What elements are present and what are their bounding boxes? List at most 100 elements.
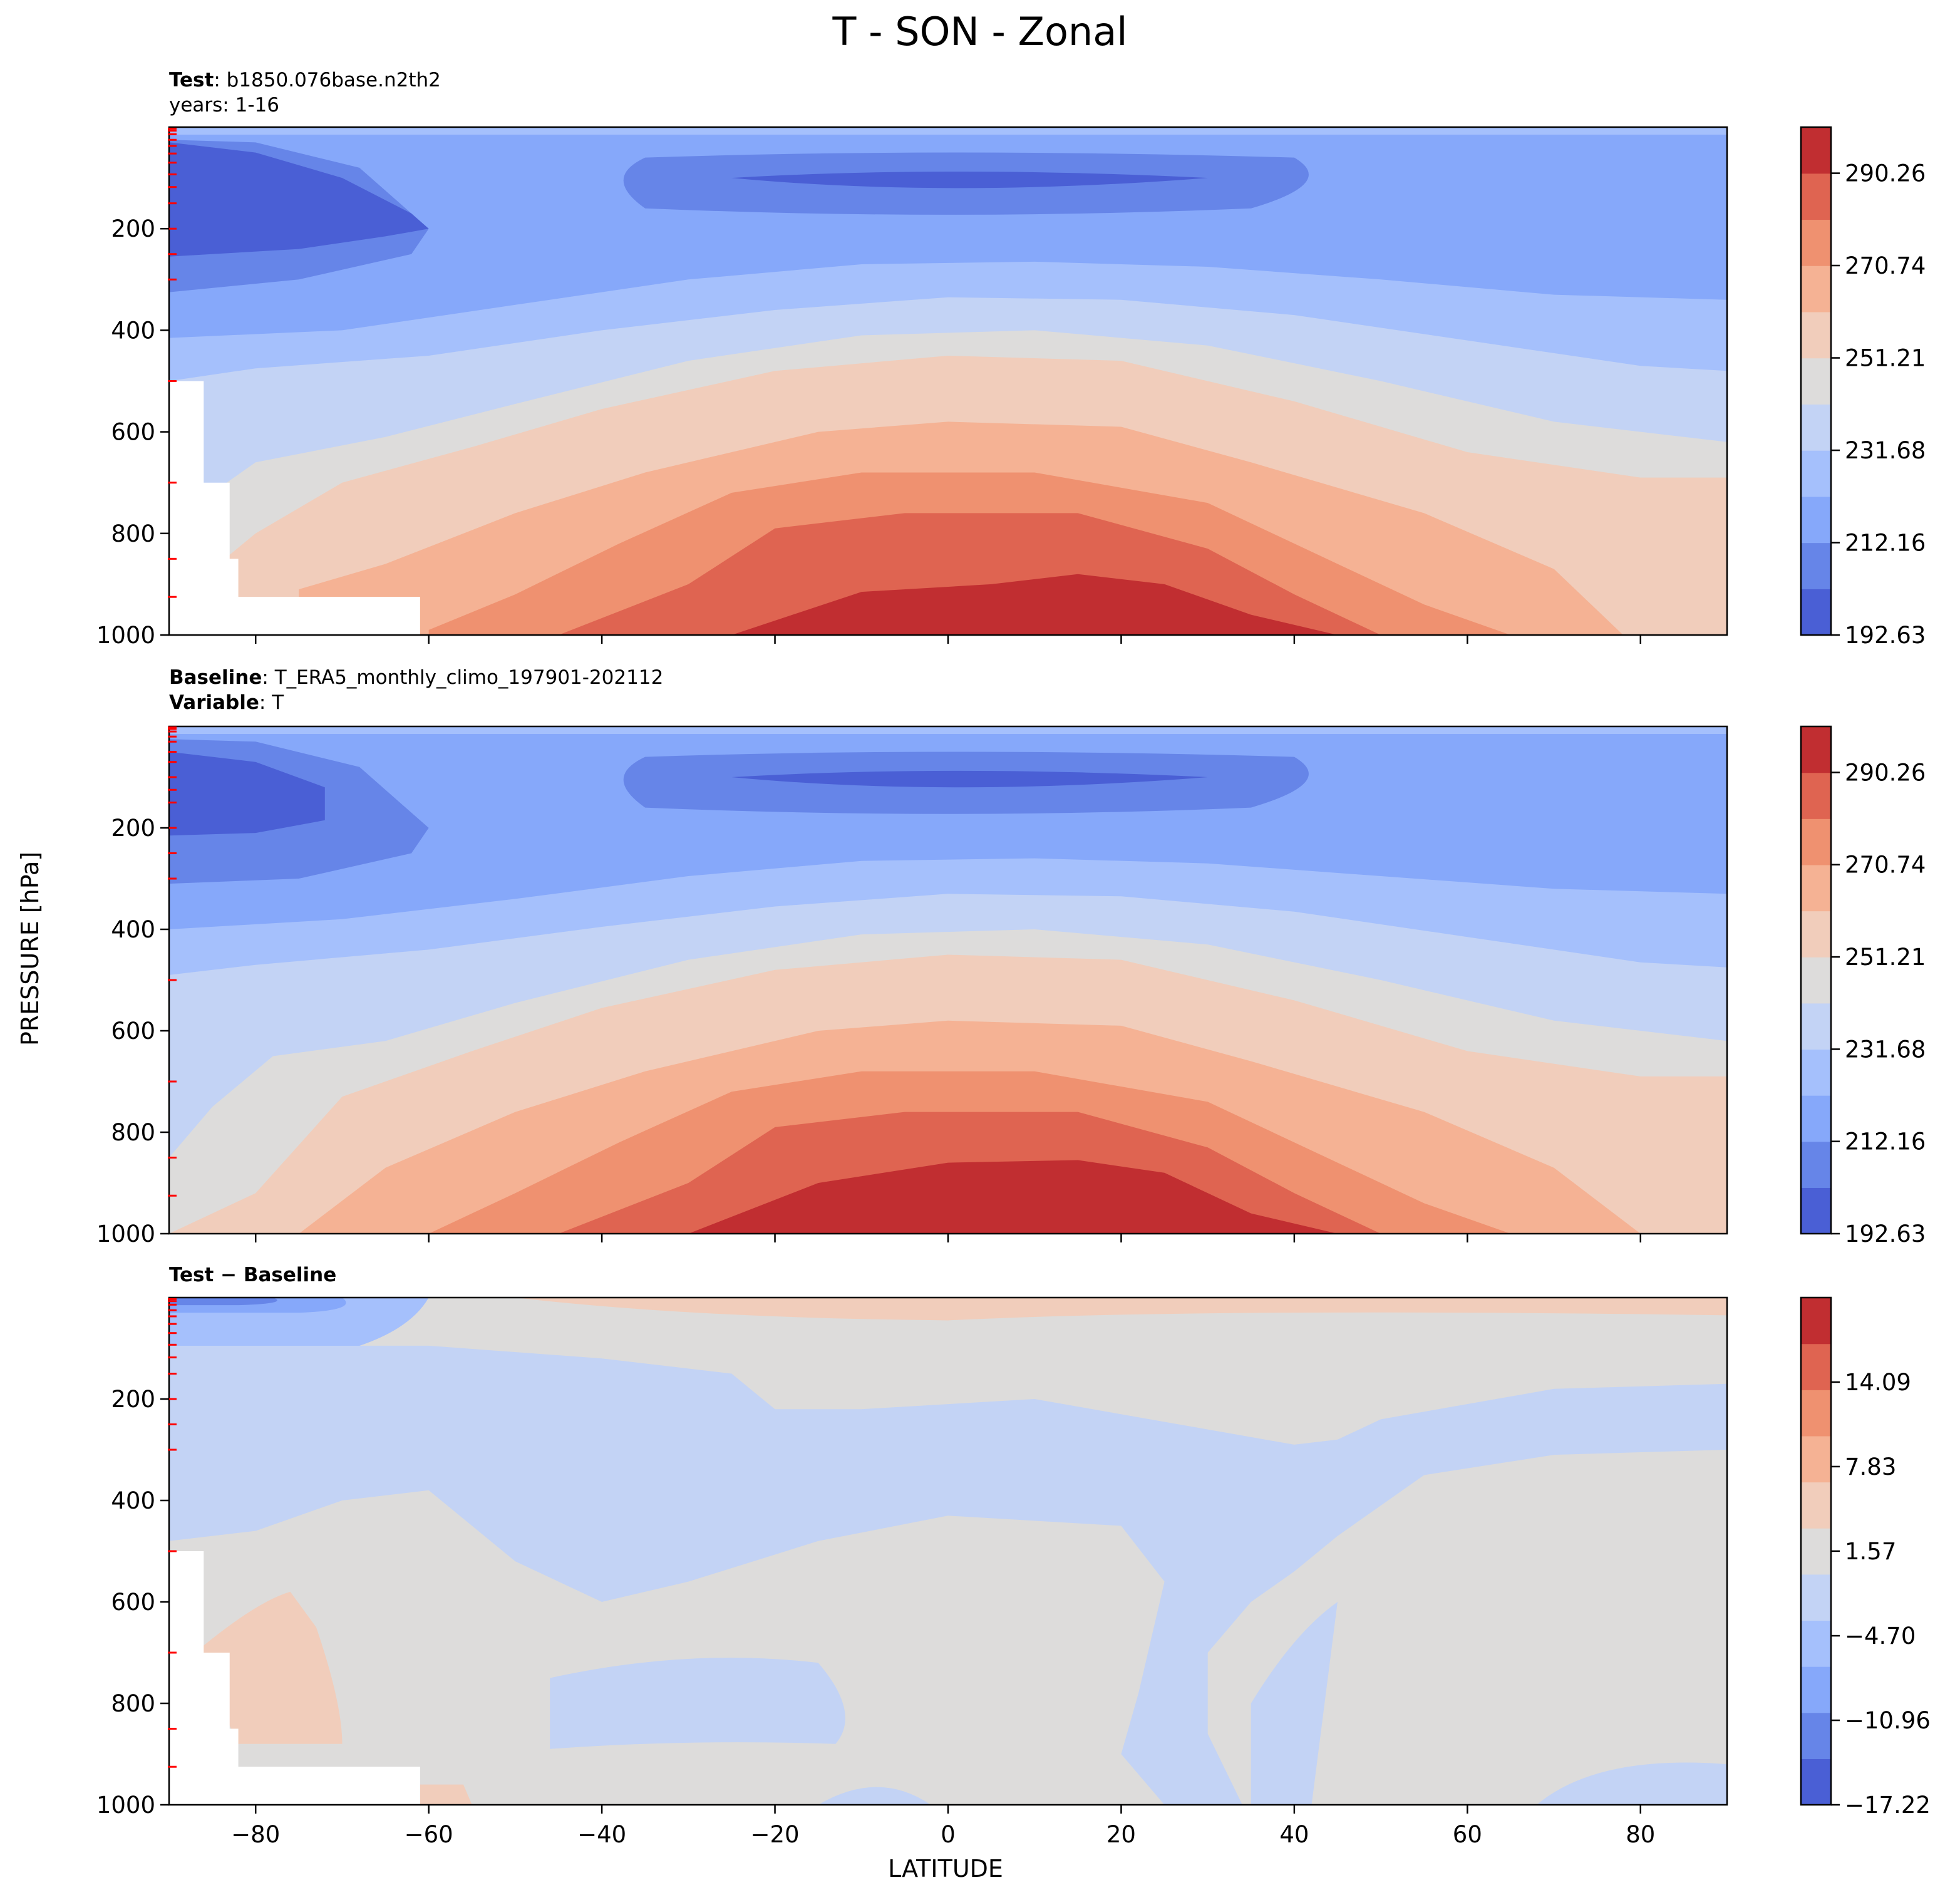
x-tick-label: −40 [577, 1821, 626, 1848]
variable-sep: : [259, 691, 266, 714]
y-tick-label: 400 [111, 317, 155, 344]
colorbar-swatch [1801, 818, 1831, 865]
x-tick-label: −20 [751, 1821, 800, 1848]
baseline-annotation: Baseline: T_ERA5_monthly_climo_197901-20… [169, 665, 663, 715]
colorbar-swatch [1801, 1141, 1831, 1188]
contour-band [169, 1298, 277, 1306]
contour-band [731, 770, 1208, 788]
contour-band [169, 751, 325, 1234]
contour-band [169, 726, 1727, 734]
colorbar-swatch [1801, 127, 1831, 174]
y-tick-label: 600 [111, 1018, 155, 1045]
test-case-annotation: Test: b1850.076base.n2th2 years: 1-16 [169, 68, 441, 118]
colorbar-swatch [1801, 957, 1831, 1004]
colorbar-swatch [1801, 1298, 1831, 1345]
colorbar-tick-label: 290.26 [1845, 160, 1926, 187]
colorbar-swatch [1801, 1435, 1831, 1483]
colorbar-frame [1800, 725, 1832, 1235]
colorbar-swatch [1801, 358, 1831, 405]
colorbar-tick-label: 270.74 [1845, 852, 1926, 879]
colorbar-tick-label: −10.96 [1845, 1707, 1931, 1734]
x-tick-label: 0 [941, 1821, 956, 1848]
colorbar-swatch [1801, 1666, 1831, 1713]
colorbar-swatch [1801, 542, 1831, 589]
colorbar-swatch [1801, 266, 1831, 312]
contour-field-0 [169, 127, 1727, 635]
colorbar-swatch [1801, 219, 1831, 266]
test-case-name: b1850.076base.n2th2 [226, 69, 441, 91]
difference-label: Test − Baseline [169, 1264, 337, 1286]
test-sep: : [214, 69, 220, 91]
missing-data-mask [169, 381, 420, 635]
colorbar-swatch [1801, 173, 1831, 220]
contour-band [169, 142, 429, 635]
colorbar-tick-label: −4.70 [1845, 1623, 1916, 1650]
contour-band [420, 1784, 472, 1805]
missing-data-mask [169, 1551, 420, 1805]
colorbar-swatch [1801, 589, 1831, 636]
colorbar-swatch [1801, 496, 1831, 544]
colorbar-swatch [1801, 1758, 1831, 1805]
x-tick-label: −80 [231, 1821, 280, 1848]
contour-band [731, 574, 1338, 635]
colorbar-swatch [1801, 864, 1831, 912]
colorbar-swatch [1801, 1574, 1831, 1621]
contour-field-1 [169, 726, 1727, 1234]
colorbar-tick-label: 251.21 [1845, 944, 1926, 971]
x-tick-label: 80 [1626, 1821, 1655, 1848]
colorbar-swatch [1801, 450, 1831, 497]
colorbar-swatch [1801, 726, 1831, 773]
contour-band [1251, 1602, 1338, 1805]
contour-band [195, 1591, 343, 1744]
contour-band [818, 1787, 931, 1805]
colorbar-tick-label: 212.16 [1845, 529, 1926, 556]
y-tick-label: 400 [111, 916, 155, 943]
x-tick-label: 60 [1453, 1821, 1482, 1848]
contour-band [688, 1160, 1338, 1234]
contour-band [515, 1298, 1727, 1321]
y-tick-label: 200 [111, 215, 155, 242]
y-tick-label: 600 [111, 1589, 155, 1616]
colorbar-swatch [1801, 1712, 1831, 1759]
figure-title: T - SON - Zonal [832, 9, 1128, 54]
x-axis-label: LATITUDE [888, 1855, 1003, 1882]
y-tick-label: 1000 [96, 1792, 155, 1819]
contour-band [169, 1345, 1727, 1805]
y-tick-label: 1000 [96, 1221, 155, 1247]
difference-annotation: Test − Baseline [169, 1262, 336, 1288]
contour-band [731, 171, 1208, 188]
colorbar-tick-label: 1.57 [1845, 1538, 1896, 1565]
baseline-key: Baseline [169, 666, 262, 689]
y-tick-label: 800 [111, 1690, 155, 1717]
colorbar-swatch [1801, 911, 1831, 958]
colorbar-tick-label: −17.22 [1845, 1792, 1931, 1819]
colorbar-swatch [1801, 1528, 1831, 1575]
contour-field-2 [169, 1298, 1727, 1805]
colorbar-tick-label: 192.63 [1845, 622, 1926, 649]
contour-band [1536, 1762, 1727, 1805]
colorbar-tick-label: 14.09 [1845, 1369, 1911, 1396]
colorbar-swatch [1801, 1049, 1831, 1096]
y-tick-label: 400 [111, 1487, 155, 1514]
colorbar-swatch [1801, 311, 1831, 359]
variable-key: Variable [169, 691, 259, 714]
colorbar-tick-label: 212.16 [1845, 1128, 1926, 1155]
colorbar-tick-label: 231.68 [1845, 437, 1926, 464]
x-tick-label: 40 [1279, 1821, 1309, 1848]
y-tick-label: 200 [111, 1386, 155, 1413]
colorbar-swatch [1801, 1482, 1831, 1529]
colorbar-frame [1800, 126, 1832, 636]
baseline-sep: : [262, 666, 269, 689]
y-tick-label: 600 [111, 419, 155, 446]
test-key: Test [169, 69, 214, 91]
y-tick-label: 800 [111, 1119, 155, 1146]
colorbar-swatch [1801, 1187, 1831, 1234]
colorbar-swatch [1801, 1003, 1831, 1050]
colorbar-tick-label: 192.63 [1845, 1221, 1926, 1247]
y-tick-label: 1000 [96, 622, 155, 649]
variable-name: T [272, 691, 284, 714]
colorbar-swatch [1801, 1620, 1831, 1667]
y-tick-label: 800 [111, 520, 155, 547]
x-tick-label: −60 [405, 1821, 453, 1848]
